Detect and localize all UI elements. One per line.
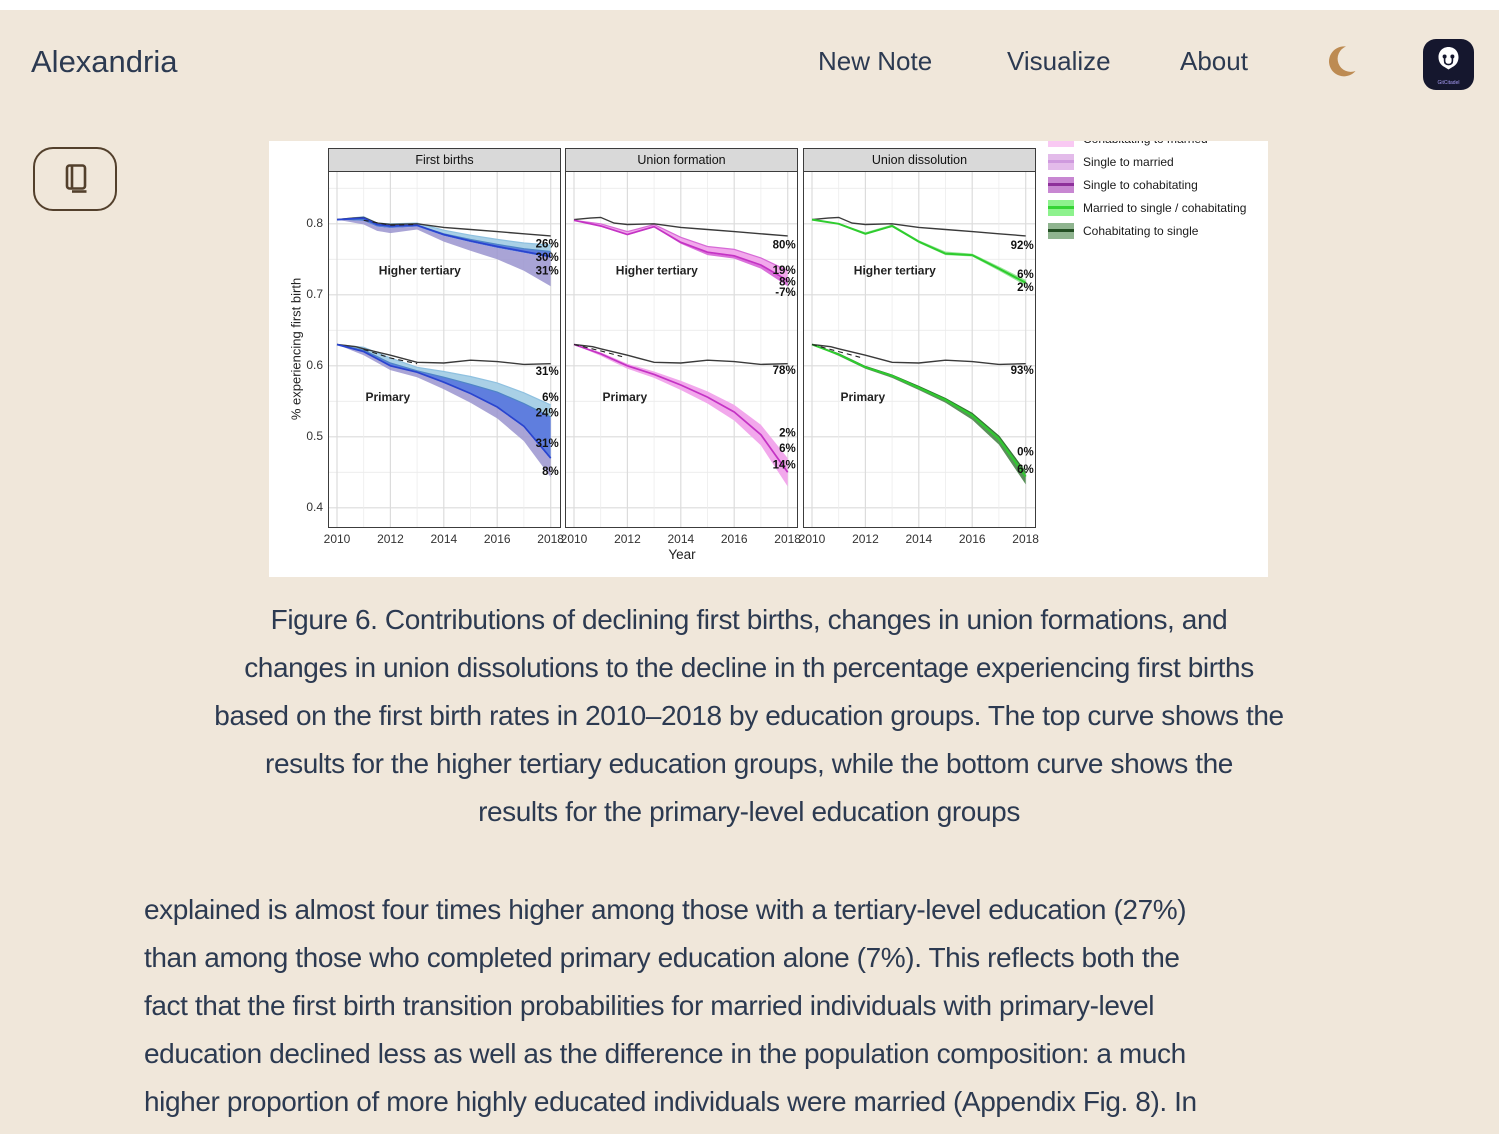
svg-text:2%: 2% [1017,282,1034,294]
chart-panel-1: First births 26% 30% 31% Higher tertiary 31% 6… [328,148,561,528]
article-line: education declined less as well as the d… [144,1038,1186,1069]
x-tick-label: 2018 [774,532,801,546]
svg-text:14%: 14% [773,460,796,472]
legend-swatch [1048,199,1074,216]
citadel-helmet-icon: GitCitadel [1423,39,1474,90]
book-icon [65,164,87,193]
chart-panel-3: Union dissolution 92% 6% 2% Higher tertiary 9… [803,148,1036,528]
chart-panel-2: Union formation 80% 19% 8% -7% Higher tertiar… [565,148,798,528]
svg-text:Higher tertiary: Higher tertiary [854,264,936,278]
nav-visualize[interactable]: Visualize [1007,46,1111,76]
panel-title: First births [328,148,561,172]
x-tick-label: 2016 [483,532,511,546]
x-tick-label: 2010 [798,532,826,546]
svg-text:-7%: -7% [775,287,795,299]
legend-label: Married to single / cohabitating [1083,200,1247,215]
legend-item: Single to married [1048,150,1246,173]
x-tick-label: 2012 [852,532,879,546]
x-tick-label: 2014 [905,532,933,546]
svg-text:19%: 19% [773,265,796,277]
article-line: explained is almost four times higher am… [144,894,1187,925]
y-tick-label: 0.6 [306,357,323,372]
svg-text:93%: 93% [1011,365,1034,377]
brand-title[interactable]: Alexandria [31,44,178,79]
x-tick-label: 2018 [537,532,564,546]
legend-item: Cohabitating to single [1048,219,1246,242]
x-tick-label: 2014 [667,532,695,546]
svg-text:Primary: Primary [365,390,410,404]
legend-swatch [1048,176,1074,193]
legend-item: Married to single / cohabitating [1048,196,1246,219]
svg-text:6%: 6% [1017,464,1034,476]
x-tick-label: 2016 [958,532,986,546]
svg-text:31%: 31% [536,266,559,278]
svg-text:Primary: Primary [840,390,885,404]
x-tick-label: 2018 [1012,532,1039,546]
article-line-clipped: addition, the union formation changes ex… [144,1126,1444,1134]
svg-text:80%: 80% [773,239,796,251]
svg-text:Higher tertiary: Higher tertiary [616,264,698,278]
svg-text:78%: 78% [773,365,796,377]
dark-mode-toggle[interactable] [1320,42,1360,82]
legend-label: Single to married [1083,154,1174,169]
svg-text:8%: 8% [542,466,559,478]
moon-icon [1329,46,1356,77]
nav-new-note[interactable]: New Note [818,46,933,76]
svg-text:Primary: Primary [602,390,647,404]
legend-label: Cohabitating to single [1083,223,1199,238]
figure-6-chart: % experiencing first birth Year Cohabita… [269,141,1268,577]
y-tick-label: 0.5 [306,428,323,443]
svg-text:24%: 24% [536,408,559,420]
reader-mode-button[interactable] [33,147,117,211]
legend-item: Single to cohabitating [1048,173,1246,196]
y-tick-label: 0.7 [306,286,323,301]
chart-legend: Cohabitating to married Single to married… [1048,141,1246,242]
caption-line: based on the first birth rates in 2010–2… [214,700,1284,731]
article-line: than among those who completed primary e… [144,942,1180,973]
logo-gitcitadel[interactable]: GitCitadel [1423,39,1474,90]
svg-text:8%: 8% [779,276,796,288]
nav-about[interactable]: About [1180,46,1248,76]
svg-text:Higher tertiary: Higher tertiary [379,264,461,278]
caption-line: results for the higher tertiary educatio… [265,748,1233,779]
svg-text:0%: 0% [1017,447,1034,459]
figure-caption: Figure 6. Contributions of declining fir… [124,596,1374,836]
x-tick-label: 2012 [614,532,641,546]
legend-swatch [1048,222,1074,239]
caption-line: Figure 6. Contributions of declining fir… [270,604,1228,635]
svg-text:6%: 6% [779,443,796,455]
article-line: fact that the first birth transition pro… [144,990,1155,1021]
svg-text:30%: 30% [536,252,559,264]
svg-text:6%: 6% [542,392,559,404]
x-tick-label: 2012 [377,532,404,546]
svg-text:31%: 31% [536,366,559,378]
legend-label: Single to cohabitating [1083,177,1198,192]
x-axis-title: Year [668,547,696,562]
caption-line: results for the primary-level education … [478,796,1020,827]
legend-swatch [1048,141,1074,147]
legend-item: Cohabitating to married [1048,141,1246,150]
x-tick-label: 2010 [560,532,588,546]
svg-text:6%: 6% [1017,269,1034,281]
legend-swatch [1048,153,1074,170]
top-strip [0,0,1499,10]
svg-text:2%: 2% [779,428,796,440]
y-tick-label: 0.4 [306,499,323,514]
x-tick-label: 2010 [323,532,351,546]
panel-title: Union dissolution [803,148,1036,172]
svg-text:92%: 92% [1011,240,1034,252]
svg-text:31%: 31% [536,438,559,450]
logo-text: GitCitadel [1438,80,1460,86]
legend-label: Cohabitating to married [1083,141,1208,146]
x-tick-label: 2014 [430,532,458,546]
panel-title: Union formation [565,148,798,172]
article-line: higher proportion of more highly educate… [144,1086,1197,1117]
x-tick-label: 2016 [720,532,748,546]
y-tick-label: 0.8 [306,215,323,230]
article-paragraph: explained is almost four times higher am… [144,886,1444,1134]
svg-text:26%: 26% [536,239,559,251]
caption-line: changes in union dissolutions to the dec… [244,652,1254,683]
